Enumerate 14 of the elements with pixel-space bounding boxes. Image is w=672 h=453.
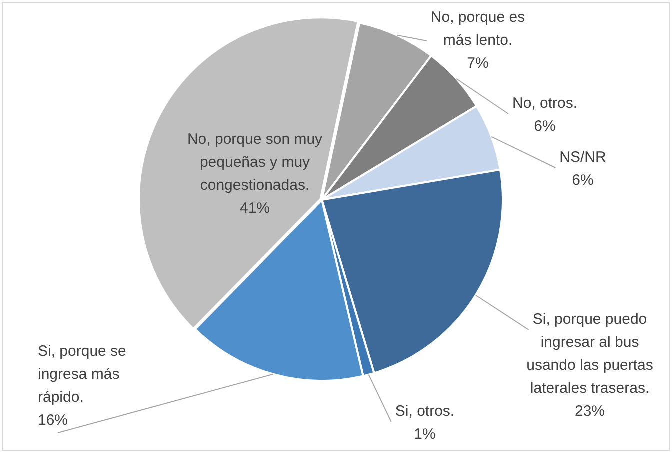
data-label: 6%	[572, 172, 594, 190]
slice-label: No, porque son muy pequeñas y muy congestionadas.	[187, 131, 324, 194]
data-label: 23%	[574, 403, 606, 420]
slice-label: No, porque es más lento.	[430, 9, 526, 50]
data-label: 6%	[534, 118, 556, 136]
data-label: 7%	[467, 55, 489, 72]
data-label: 1%	[414, 426, 436, 444]
data-label: 16%	[38, 412, 68, 430]
data-label: 41%	[240, 200, 270, 218]
slice-label: Si, otros.	[395, 403, 455, 420]
slice-label: No, otros.	[512, 95, 578, 112]
slice-label: NS/NR	[560, 149, 606, 166]
slice-label: Si, porque se ingresa más rápido.	[38, 343, 126, 406]
slice-label: Si, porque puedo ingresar al bus usando las puertas laterales traseras.	[526, 311, 654, 398]
